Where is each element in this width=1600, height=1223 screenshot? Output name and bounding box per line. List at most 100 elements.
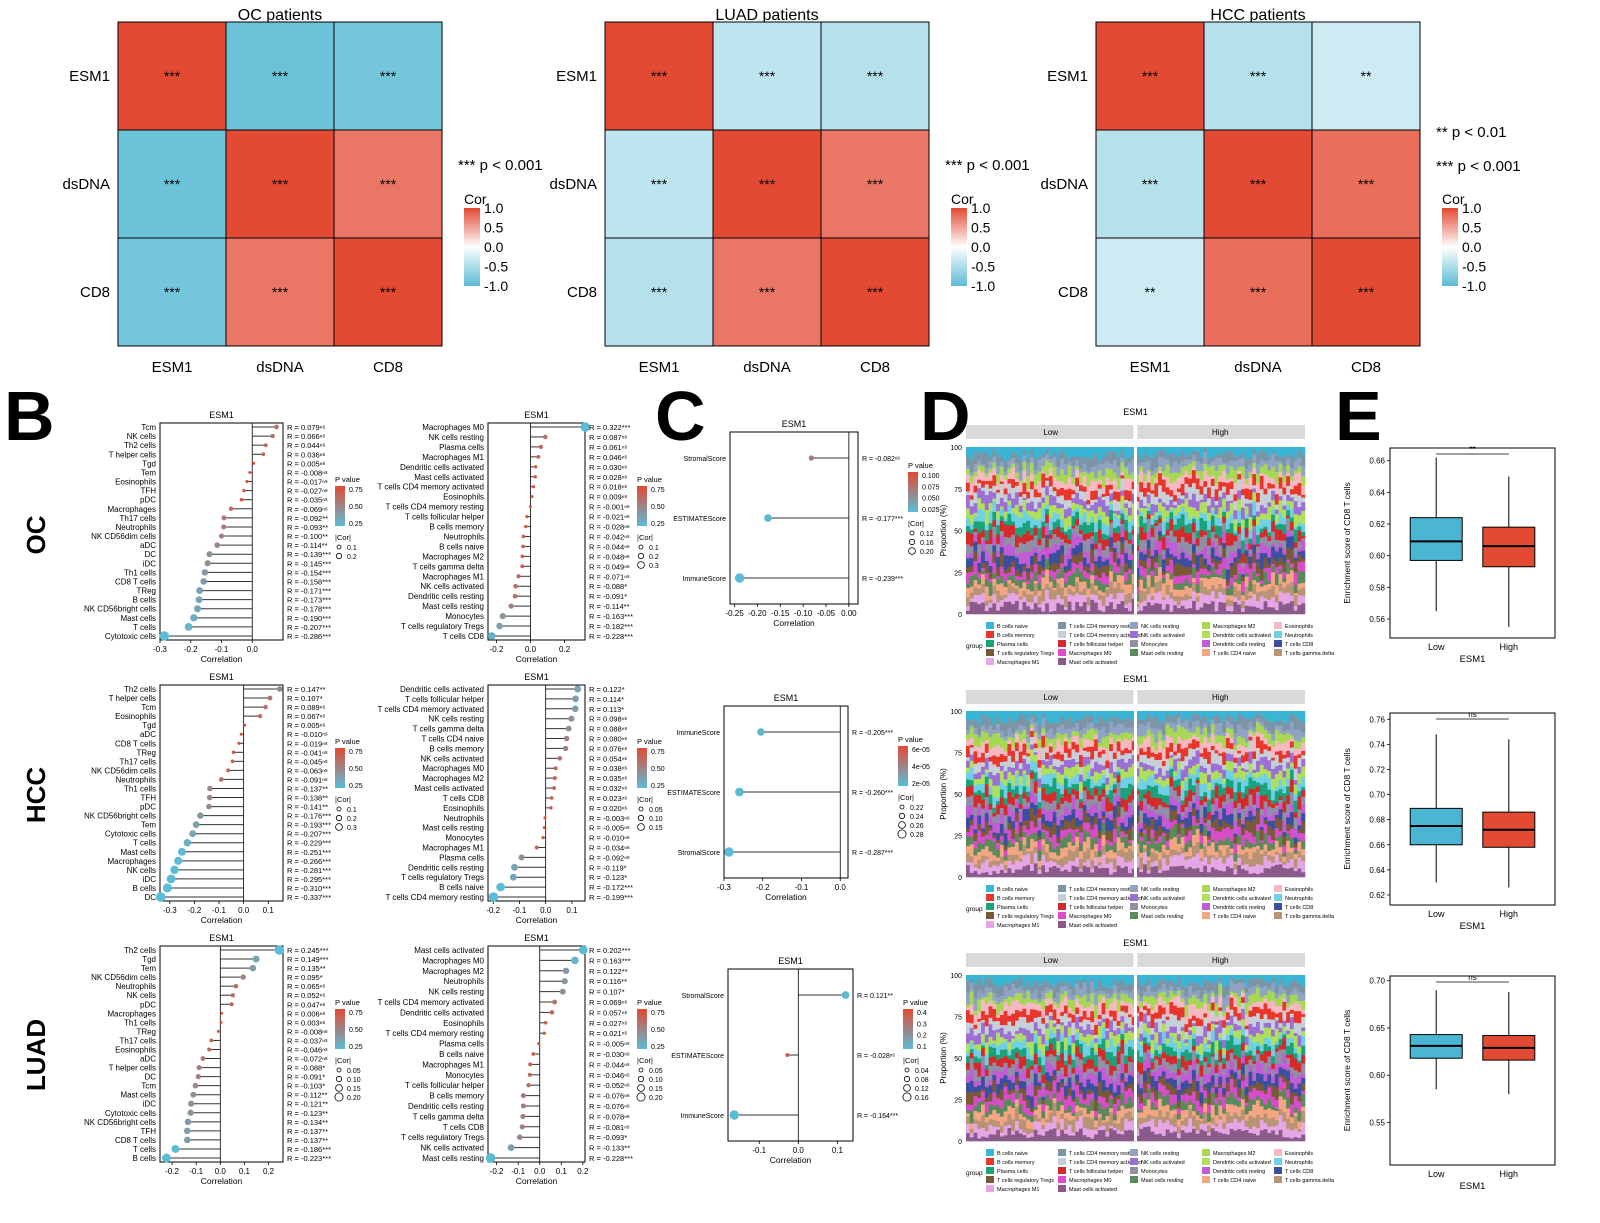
stacked-segment: [1063, 509, 1068, 519]
stacked-segment: [1037, 582, 1042, 591]
stacked-segment: [1030, 731, 1035, 738]
stacked-segment: [1067, 787, 1072, 795]
stacked-segment: [992, 785, 997, 798]
stacked-segment: [1052, 738, 1057, 751]
stacked-segment: [1094, 837, 1099, 845]
stacked-segment: [1173, 515, 1178, 525]
stacked-segment: [1173, 715, 1178, 725]
stacked-segment: [1082, 756, 1087, 767]
stacked-segment: [1195, 780, 1200, 784]
stacked-segment: [1154, 525, 1159, 542]
stacked-segment: [1007, 840, 1012, 848]
stacked-segment: [1271, 803, 1276, 809]
stacked-segment: [1286, 814, 1291, 818]
stacked-segment: [1169, 573, 1174, 580]
lollipop-dot: [543, 816, 547, 820]
stacked-segment: [1139, 566, 1144, 576]
stacked-segment: [1271, 862, 1276, 867]
stacked-segment: [1271, 451, 1276, 455]
heatmap-star: **: [1145, 284, 1156, 300]
lollipop-dot: [183, 1136, 191, 1144]
stacked-segment: [1026, 503, 1031, 511]
stacked-segment: [1018, 785, 1023, 795]
stacked-segment: [996, 860, 1001, 867]
stacked-legend-swatch: [1058, 622, 1066, 629]
stacked-segment: [1112, 472, 1117, 480]
stacked-segment: [1267, 771, 1272, 780]
stacked-segment: [1135, 560, 1140, 569]
stacked-segment: [1225, 494, 1230, 502]
stacked-segment: [1267, 589, 1272, 601]
stacked-segment: [1143, 813, 1148, 824]
lollipop-dot: [206, 794, 213, 801]
stacked-segment: [1271, 829, 1276, 841]
stacked-segment: [1289, 582, 1294, 596]
stacked-segment: [1094, 711, 1099, 724]
stacked-segment: [1293, 458, 1298, 462]
lollipop-tick-label: 0.1: [566, 906, 578, 915]
stacked-segment: [1286, 757, 1291, 763]
stacked-segment: [1037, 497, 1042, 503]
stacked-segment: [1293, 606, 1298, 611]
stacked-segment: [1139, 463, 1144, 467]
stacked-segment: [1060, 745, 1065, 755]
heatmap-2: HCC patients*** *** ***** *** ***** *** ***ESM…: [1040, 7, 1520, 376]
stacked-segment: [969, 785, 974, 796]
lollipop-dot: [237, 741, 241, 745]
stacked-segment: [1233, 853, 1238, 862]
stacked-segment: [1071, 528, 1076, 535]
stacked-segment: [1203, 558, 1208, 566]
stacked-segment: [992, 724, 997, 731]
stacked-segment: [1105, 863, 1110, 869]
stacked-segment: [1252, 580, 1257, 585]
lollipop-dot: [507, 1144, 515, 1151]
stacked-segment: [1030, 714, 1035, 718]
stacked-segment: [1041, 502, 1046, 509]
cor-legend-tick: 0.15: [649, 825, 663, 832]
stacked-legend-label: NK cells activated: [1141, 633, 1185, 639]
lollipop-dot: [531, 1052, 536, 1056]
stacked-segment: [969, 586, 974, 593]
stacked-segment: [1139, 511, 1144, 517]
stacked-segment: [1192, 532, 1197, 542]
stacked-segment: [984, 477, 989, 482]
stacked-segment: [1218, 753, 1223, 757]
stacked-segment: [1071, 794, 1076, 798]
stacked-segment: [1011, 733, 1016, 739]
stacked-segment: [1195, 714, 1200, 721]
stacked-segment: [1003, 474, 1008, 480]
stacked-segment: [1079, 774, 1084, 783]
stacked-segment: [1150, 596, 1155, 601]
stacked-segment: [1146, 746, 1151, 759]
stacked-segment: [1169, 866, 1174, 878]
pvalue-legend-tick: 0.25: [349, 783, 363, 790]
stacked-segment: [1045, 558, 1050, 570]
stacked-segment: [1244, 498, 1249, 504]
stacked-segment: [1289, 792, 1294, 805]
stacked-segment: [1225, 804, 1230, 816]
lollipop-label: Plasma cells: [439, 443, 484, 452]
stacked-segment: [1052, 543, 1057, 554]
stacked-segment: [1240, 827, 1246, 836]
stacked-segment: [984, 600, 989, 607]
stacked-segment: [1165, 510, 1170, 518]
stacked-segment: [1082, 711, 1087, 716]
stacked-segment: [1218, 496, 1223, 508]
stacked-segment: [1052, 849, 1057, 853]
stacked-segment: [1079, 551, 1084, 562]
stacked-segment: [1282, 517, 1287, 525]
stacked-segment: [996, 822, 1001, 834]
stacked-segment: [1131, 734, 1136, 738]
stacked-segment: [1218, 845, 1223, 851]
lollipop-dot: [216, 1029, 220, 1033]
stacked-segment: [966, 734, 971, 741]
stacked-segment: [1195, 783, 1200, 797]
stacked-segment: [1045, 761, 1050, 769]
stacked-segment: [1282, 853, 1287, 857]
stacked-segment: [1097, 610, 1102, 615]
stacked-segment: [966, 827, 971, 833]
stacked-ytick: 50: [954, 529, 962, 536]
stacked-segment: [1067, 793, 1072, 803]
stacked-segment: [1252, 727, 1257, 733]
stacked-segment: [1120, 490, 1125, 497]
